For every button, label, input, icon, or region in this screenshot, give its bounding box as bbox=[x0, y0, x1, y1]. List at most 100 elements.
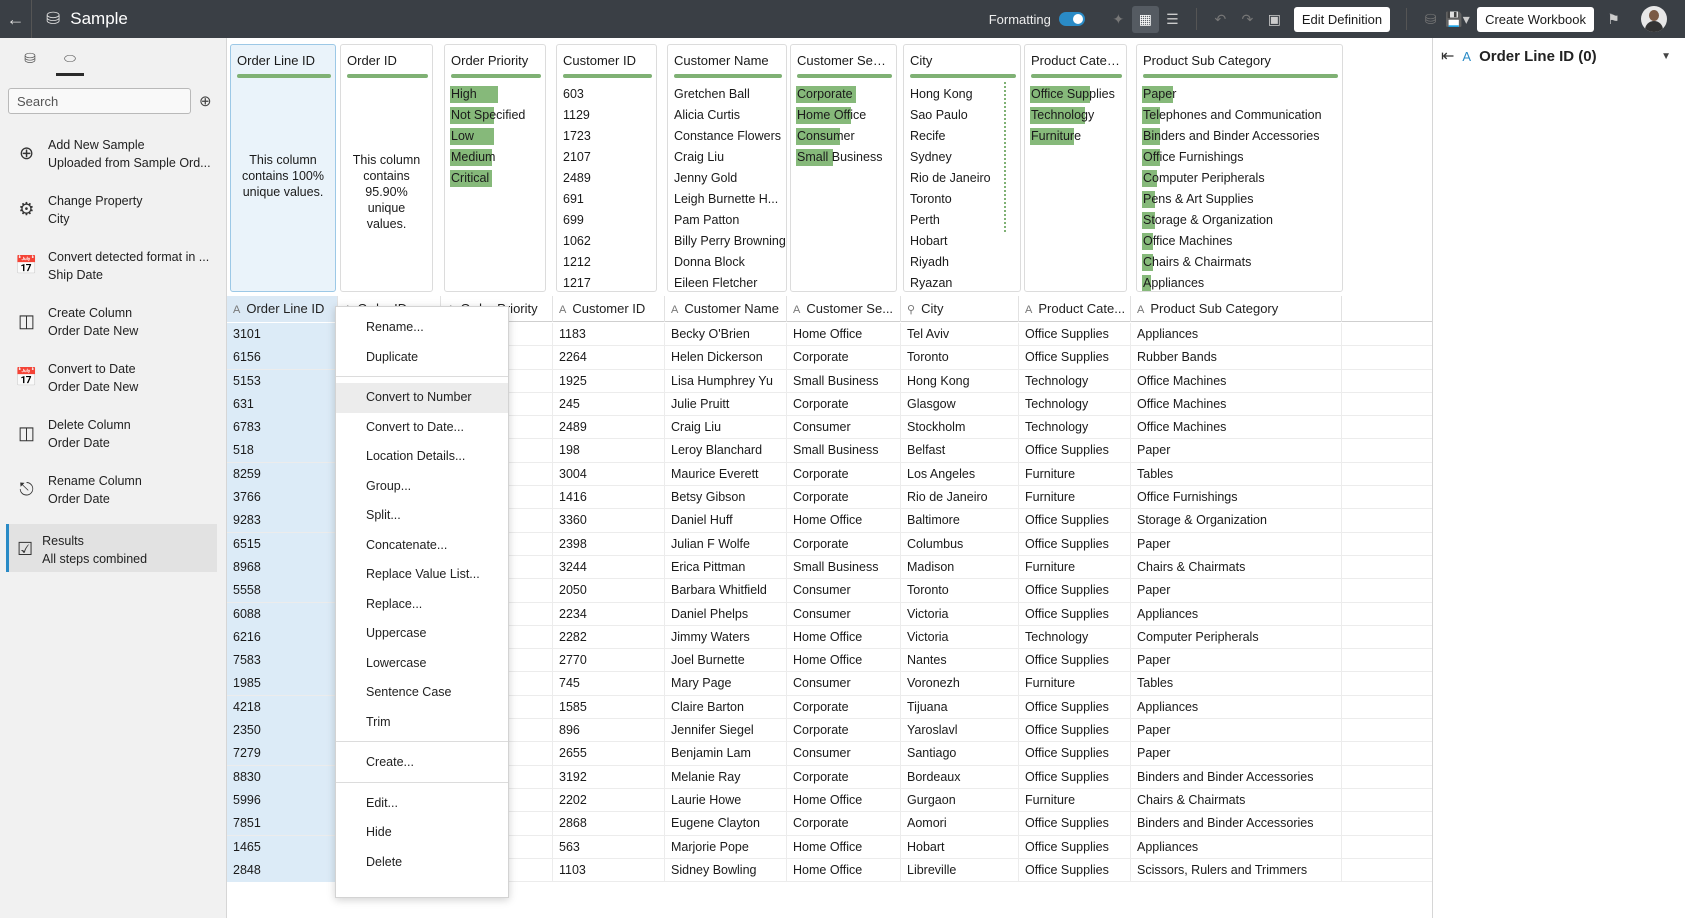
table-cell[interactable] bbox=[441, 509, 553, 533]
step-item[interactable]: 📅 Convert detected format in ... Ship Da… bbox=[0, 244, 226, 300]
table-cell[interactable] bbox=[441, 392, 553, 416]
table-cell[interactable]: Storage & Organization bbox=[1131, 509, 1342, 533]
table-cell[interactable]: Erica Pittman bbox=[665, 555, 787, 579]
table-cell[interactable]: Furniture bbox=[1019, 788, 1131, 812]
table-cell[interactable]: Office Supplies bbox=[1019, 323, 1131, 346]
menu-item[interactable]: Sentence Case bbox=[366, 685, 452, 699]
profile-value[interactable]: Consumer bbox=[791, 126, 896, 147]
profile-value[interactable]: Gretchen Ball bbox=[668, 84, 786, 105]
magic-wand-icon[interactable]: ✦ bbox=[1112, 10, 1125, 27]
menu-item[interactable]: Duplicate bbox=[366, 349, 419, 364]
table-cell[interactable]: 1103 bbox=[553, 858, 665, 882]
table-cell[interactable]: Stockholm bbox=[901, 416, 1019, 440]
table-cell[interactable]: Leroy Blanchard bbox=[665, 439, 787, 463]
profile-value[interactable]: Small Business bbox=[791, 147, 896, 168]
table-cell[interactable]: 3360 bbox=[553, 509, 665, 533]
profile-value[interactable]: Low bbox=[445, 126, 545, 147]
table-cell[interactable]: Corporate bbox=[787, 346, 901, 370]
table-cell[interactable]: Claire Barton bbox=[665, 695, 787, 719]
table-cell[interactable]: Furniture bbox=[1019, 555, 1131, 579]
menu-item[interactable]: Lowercase bbox=[366, 655, 427, 670]
menu-item[interactable]: Edit... bbox=[366, 795, 398, 810]
database-icon[interactable]: ⛁ bbox=[1424, 10, 1437, 27]
table-cell[interactable]: Paper bbox=[1131, 579, 1342, 603]
profile-value[interactable]: 699 bbox=[557, 210, 656, 231]
profile-value[interactable]: Paper bbox=[1137, 84, 1342, 105]
profile-value[interactable]: Telephones and Communication bbox=[1137, 105, 1342, 126]
table-cell[interactable]: ified bbox=[441, 532, 553, 556]
table-cell[interactable]: 3766 bbox=[227, 486, 338, 510]
profile-value[interactable]: Storage & Organization bbox=[1137, 210, 1342, 231]
profile-value[interactable]: 1212 bbox=[557, 252, 656, 273]
table-cell[interactable]: 2848 bbox=[227, 858, 338, 882]
table-cell[interactable]: 2350 bbox=[227, 719, 338, 743]
table-cell[interactable]: Mary Page bbox=[665, 672, 787, 696]
column-header[interactable]: A Customer ID bbox=[553, 296, 665, 322]
table-cell[interactable] bbox=[441, 416, 553, 440]
table-cell[interactable]: 1925 bbox=[553, 369, 665, 393]
table-cell[interactable]: Paper bbox=[1131, 532, 1342, 556]
table-cell[interactable]: Marjorie Pope bbox=[665, 835, 787, 859]
table-cell[interactable]: Corporate bbox=[787, 719, 901, 743]
table-cell[interactable]: Yaroslavl bbox=[901, 719, 1019, 743]
table-cell[interactable]: Madison bbox=[901, 555, 1019, 579]
step-item[interactable]: ⊕ Add New Sample Uploaded from Sample Or… bbox=[0, 132, 226, 188]
table-cell[interactable]: 2655 bbox=[553, 742, 665, 766]
table-cell[interactable] bbox=[441, 579, 553, 603]
table-cell[interactable]: Medium bbox=[441, 858, 553, 882]
column-profile[interactable]: Order Line ID This column contains 100% u… bbox=[230, 44, 336, 292]
profile-value[interactable]: 603 bbox=[557, 84, 656, 105]
profile-value[interactable]: Office Machines bbox=[1137, 231, 1342, 252]
table-cell[interactable]: 198 bbox=[553, 439, 665, 463]
table-cell[interactable]: Office Supplies bbox=[1019, 346, 1131, 370]
table-cell[interactable]: Tables bbox=[1131, 672, 1342, 696]
profile-value[interactable]: Office Furnishings bbox=[1137, 147, 1342, 168]
table-cell[interactable]: 5996 bbox=[227, 788, 338, 812]
table-cell[interactable]: 6783 bbox=[227, 416, 338, 440]
table-cell[interactable]: 6088 bbox=[227, 602, 338, 626]
table-cell[interactable] bbox=[441, 649, 553, 673]
save-icon[interactable]: 💾▾ bbox=[1445, 10, 1470, 27]
table-cell[interactable]: Office Supplies bbox=[1019, 765, 1131, 789]
table-cell[interactable]: Aomori bbox=[901, 812, 1019, 836]
profile-value[interactable]: 2107 bbox=[557, 147, 656, 168]
collapse-left-arrow-icon[interactable]: ⇤ bbox=[1441, 48, 1455, 65]
table-cell[interactable]: Computer Peripherals bbox=[1131, 625, 1342, 649]
table-cell[interactable]: Small Business bbox=[787, 555, 901, 579]
table-cell[interactable]: 1985 bbox=[227, 672, 338, 696]
profile-value[interactable]: Not Specified bbox=[445, 105, 545, 126]
table-cell[interactable]: Home Office bbox=[787, 625, 901, 649]
profile-value[interactable]: Eileen Fletcher bbox=[668, 273, 786, 291]
table-cell[interactable]: Toronto bbox=[901, 579, 1019, 603]
table-cell[interactable]: Baltimore bbox=[901, 509, 1019, 533]
table-cell[interactable]: Voronezh bbox=[901, 672, 1019, 696]
profile-value[interactable]: Corporate bbox=[791, 84, 896, 105]
formatting-toggle[interactable] bbox=[1058, 12, 1085, 26]
table-cell[interactable]: Craig Liu bbox=[665, 416, 787, 440]
table-cell[interactable]: 745 bbox=[553, 672, 665, 696]
table-cell[interactable]: Corporate bbox=[787, 486, 901, 510]
column-header[interactable]: A Order Line ID bbox=[227, 296, 338, 322]
edit-definition-button[interactable]: Edit Definition bbox=[1293, 6, 1391, 32]
table-cell[interactable]: Office Supplies bbox=[1019, 742, 1131, 766]
menu-item[interactable]: Hide bbox=[366, 825, 392, 839]
table-cell[interactable]: Small Business bbox=[787, 439, 901, 463]
table-cell[interactable]: Office Supplies bbox=[1019, 812, 1131, 836]
step-item[interactable]: ⎋ Rename Column Order Date bbox=[0, 468, 226, 524]
menu-item[interactable]: Convert to Date... bbox=[366, 419, 464, 434]
table-cell[interactable]: Corporate bbox=[787, 765, 901, 789]
menu-item[interactable]: Uppercase bbox=[366, 626, 427, 640]
table-cell[interactable]: ified bbox=[441, 462, 553, 486]
table-cell[interactable] bbox=[441, 695, 553, 719]
table-cell[interactable] bbox=[441, 788, 553, 812]
table-cell[interactable]: Office Supplies bbox=[1019, 532, 1131, 556]
table-cell[interactable]: 3101 bbox=[227, 323, 338, 346]
table-cell[interactable]: Consumer bbox=[787, 672, 901, 696]
table-cell[interactable]: Technology bbox=[1019, 416, 1131, 440]
profile-value[interactable]: Donna Block bbox=[668, 252, 786, 273]
table-cell[interactable]: Home Office bbox=[787, 788, 901, 812]
profile-value[interactable]: Hobart bbox=[904, 231, 1020, 252]
table-cell[interactable]: 518 bbox=[227, 439, 338, 463]
table-cell[interactable]: Benjamin Lam bbox=[665, 742, 787, 766]
table-cell[interactable]: 2398 bbox=[553, 532, 665, 556]
